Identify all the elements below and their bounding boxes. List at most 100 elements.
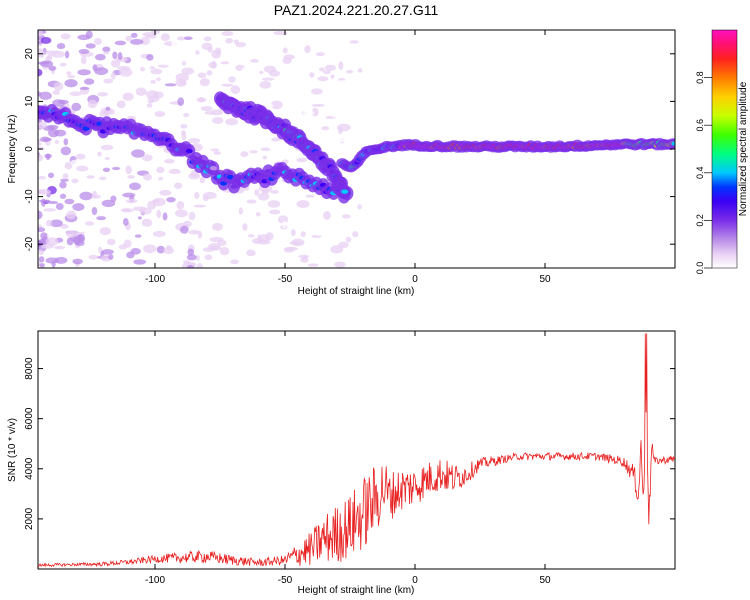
spectrogram-speckle [146,103,153,108]
spectrogram-speckle [92,190,97,198]
spectrogram-speckle [163,246,175,255]
spectrogram-speckle [150,79,157,84]
spectrogram-speckle [187,265,194,268]
spectrogram-speckle [233,251,247,258]
spectrogram-speckle [150,68,163,75]
spectrogram-speckle [199,176,205,184]
spectrogram-speckle [291,100,303,106]
spectrogram-speckle [270,137,281,142]
spectrogram-speckle [221,83,234,87]
spectrogram-speckle [38,175,46,180]
spectrogram-speckle [97,92,109,97]
spectrogram-speckle [349,40,359,44]
spectrogram-speckle [110,72,116,80]
spectrogram-speckle [101,249,114,255]
spectrogram-speckle [270,189,279,194]
spectrogram-speckle [193,204,207,208]
spectrogram-speckle [156,166,165,174]
spectrogram-speckle [104,156,110,161]
spectrogram-speckle [246,249,256,257]
spectrogram-speckle [188,211,196,221]
top-y-tick-label: 20 [24,48,35,60]
spectrogram-speckle [52,99,66,107]
spectrogram-speckle [285,36,291,43]
spectrogram-speckle [166,196,176,203]
bottom-x-tick-label: 50 [539,575,551,586]
spectrogram-speckle [38,120,47,129]
bottom-x-tick-label: -50 [278,575,293,586]
spectrogram-speckle [290,229,296,237]
spectrogram-speckle [225,37,234,44]
spectrogram-speckle [159,189,172,196]
spectrogram-speckle [242,223,248,231]
bottom-y-tick-label: 2000 [24,507,35,530]
spectrogram-speckle [75,153,86,160]
spectrogram-speckle [328,200,333,206]
spectrogram-speckle [338,33,347,39]
spectrogram-speckle [45,257,59,264]
spectrogram-speckle [345,69,354,74]
spectrogram-speckle [197,72,207,79]
spectrogram-speckle [174,209,188,218]
spectrogram-ridge-cell [671,141,675,146]
spectrogram-speckle [127,175,135,179]
spectrogram-speckle [129,182,141,191]
spectrogram-speckle [117,52,123,60]
spectrogram-speckle [141,218,153,227]
spectrogram-speckle [358,88,367,93]
spectrogram-speckle [122,208,130,213]
spectrogram-speckle [200,106,213,112]
spectrogram-speckle [267,200,281,208]
spectrogram-speckle [254,189,260,196]
spectrogram-speckle [194,191,200,200]
top-x-tick-label: 50 [539,274,551,285]
spectrogram-speckle [309,72,315,78]
spectrogram-speckle [324,64,337,71]
spectrogram-speckle [317,76,329,82]
spectrogram-speckle [318,67,325,72]
spectrogram-speckle [208,61,218,69]
spectrogram-speckle [102,46,111,53]
spectrogram-speckle [330,245,344,254]
spectrogram-speckle [291,238,305,247]
spectrogram-speckle [156,261,165,268]
spectrogram-speckle [67,74,76,79]
top-x-ticks: -100 -50 0 50 [145,30,551,285]
spectrogram-speckle [262,33,271,38]
spectrogram-speckle [38,199,51,203]
spectrogram-speckle [97,151,102,157]
spectrogram-speckle [343,248,350,252]
spectrogram-speckle [44,50,58,55]
spectrogram-speckle [336,80,348,85]
spectrogram-speckle [350,236,362,241]
spectrogram-speckle [79,86,90,90]
spectrogram-speckle [334,261,346,268]
spectrogram-speckle [52,90,60,95]
spectrogram-speckle [195,50,200,55]
spectrogram-speckle [180,123,188,129]
spectrogram-speckle [249,150,258,154]
spectrogram-speckle [347,47,359,52]
spectrogram-speckle [135,87,147,96]
spectrogram-speckle [240,151,249,158]
spectrogram-speckle [122,92,134,101]
spectrogram-speckle [105,106,111,111]
spectrogram-speckle [78,48,90,54]
spectrogram-speckle [238,207,244,215]
spectrogram-speckle [70,159,84,166]
spectrogram-speckle [133,206,147,212]
spectrogram-speckle [355,104,367,111]
snr-series-line [38,333,675,568]
spectrogram-speckle [88,254,99,260]
spectrogram-speckle [261,77,275,81]
spectrogram-speckle [123,239,132,248]
spectrogram-speckle [72,203,85,211]
spectrogram-speckle [101,199,116,208]
spectrogram-speckle [336,137,351,143]
spectrogram-speckle [137,216,142,220]
spectrogram-speckle [45,237,59,246]
spectrogram-speckle [283,247,295,253]
spectrogram-speckle [48,172,55,179]
